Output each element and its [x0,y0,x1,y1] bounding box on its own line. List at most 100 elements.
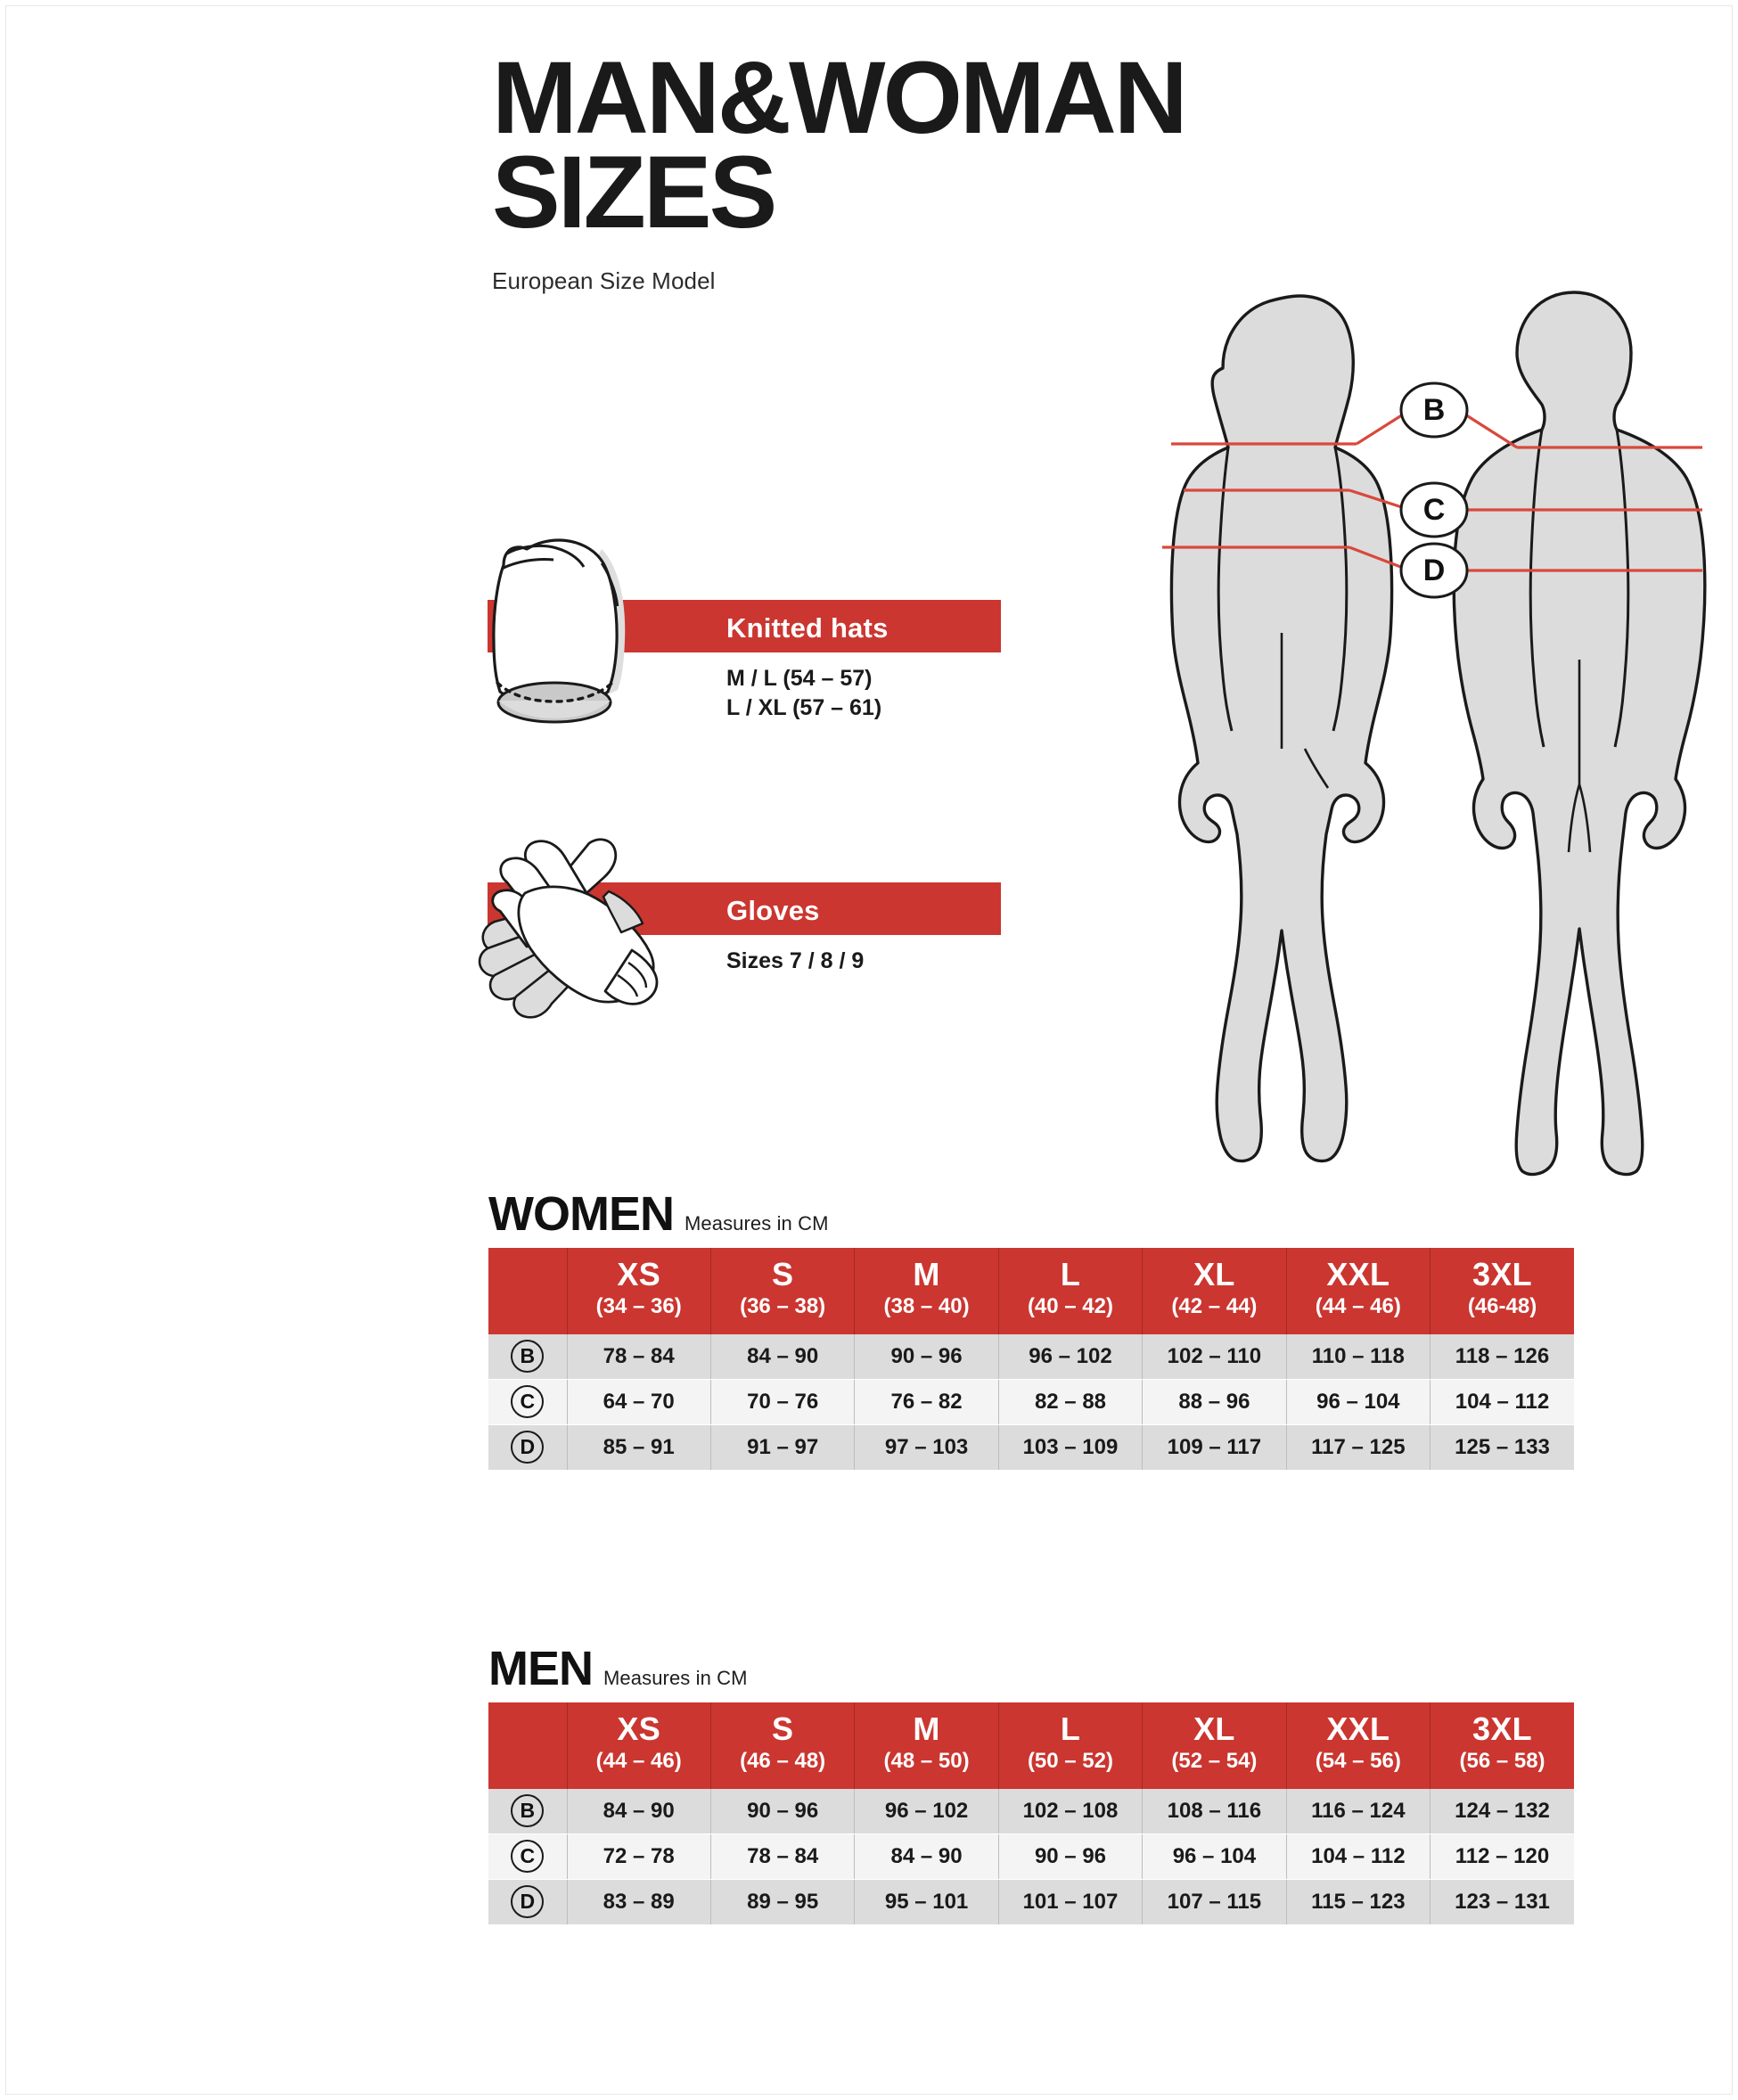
cell: 101 – 107 [998,1879,1144,1925]
table-row: D 85 – 91 91 – 97 97 – 103 103 – 109 109… [488,1424,1574,1471]
cell: 115 – 123 [1286,1879,1431,1925]
product-section-knitted-hats: Knitted hats M / L (54 – 57) L / XL (57 … [488,538,1001,778]
size-range: (34 – 36) [595,1293,682,1318]
cell: 110 – 118 [1286,1333,1431,1380]
size-range: (38 – 40) [883,1293,970,1318]
men-col-s: S (46 – 48) [710,1702,856,1789]
cell: 96 – 104 [1286,1379,1431,1425]
marker-circle-d: D [511,1885,545,1919]
cell: 90 – 96 [998,1833,1144,1880]
size-name: XL [1193,1710,1235,1747]
cell: 123 – 131 [1430,1879,1574,1925]
men-unit-note: Measures in CM [603,1667,748,1689]
knitted-hats-sizes: M / L (54 – 57) L / XL (57 – 61) [726,666,882,720]
cell: 64 – 70 [567,1379,711,1425]
size-name: XS [617,1710,661,1747]
marker-circle-d: D [511,1431,545,1464]
cell: 83 – 89 [567,1879,711,1925]
cell: 125 – 133 [1430,1424,1574,1471]
knitted-hats-label: Knitted hats [726,612,889,644]
size-range: (56 – 58) [1459,1748,1545,1773]
size-name: XS [617,1256,661,1292]
size-range: (48 – 50) [883,1748,970,1773]
marker-circle-c: C [511,1840,545,1874]
cell: 96 – 104 [1142,1833,1287,1880]
cell: 104 – 112 [1430,1379,1574,1425]
women-size-table-section: WOMEN Measures in CM XS (34 – 36) S (36 … [488,1190,1574,1471]
cell: 96 – 102 [998,1333,1144,1380]
cell: 88 – 96 [1142,1379,1287,1425]
men-col-xs: XS (44 – 46) [567,1702,711,1789]
size-name: XL [1193,1256,1235,1292]
women-heading-row: WOMEN Measures in CM [488,1190,1574,1238]
measurement-lines [1162,408,1702,572]
size-range: (42 – 44) [1171,1293,1258,1318]
size-name: XXL [1326,1256,1390,1292]
women-col-m: M (38 – 40) [854,1248,999,1334]
men-col-3xl: 3XL (56 – 58) [1430,1702,1574,1789]
men-col-m: M (48 – 50) [854,1702,999,1789]
cell: 85 – 91 [567,1424,711,1471]
size-range: (44 – 46) [595,1748,682,1773]
svg-text:C: C [1423,493,1446,527]
women-col-xxl: XXL (44 – 46) [1286,1248,1431,1334]
cell: 118 – 126 [1430,1333,1574,1380]
size-range: (44 – 46) [1315,1293,1401,1318]
woman-silhouette [1169,294,1394,1163]
size-name: XXL [1326,1710,1390,1747]
marker-circle-b: B [511,1340,545,1374]
marker-C: C [1399,481,1469,538]
men-col-xxl: XXL (54 – 56) [1286,1702,1431,1789]
size-name: L [1060,1710,1081,1747]
marker-circle-b: B [511,1794,545,1828]
women-col-xs: XS (34 – 36) [567,1248,711,1334]
cell: 70 – 76 [710,1379,856,1425]
table-row: C 64 – 70 70 – 76 76 – 82 82 – 88 88 – 9… [488,1379,1574,1425]
size-name: L [1060,1256,1081,1292]
women-size-table: XS (34 – 36) S (36 – 38) M (38 – 40) L (… [488,1248,1574,1471]
size-range: (36 – 38) [740,1293,826,1318]
women-heading: WOMEN [488,1187,675,1241]
marker-B: B [1399,381,1469,439]
size-range: (52 – 54) [1171,1748,1258,1773]
title-block: MAN&WOMAN SIZES European Size Model [492,41,1455,295]
marker-D: D [1399,542,1469,599]
cell: 107 – 115 [1142,1879,1287,1925]
cell: 90 – 96 [854,1333,999,1380]
men-col-xl: XL (52 – 54) [1142,1702,1287,1789]
cell: 82 – 88 [998,1379,1144,1425]
size-range: (40 – 42) [1027,1293,1113,1318]
size-range: (54 – 56) [1315,1748,1401,1773]
cell: 96 – 102 [854,1788,999,1834]
cell: 72 – 78 [567,1833,711,1880]
women-col-3xl: 3XL (46-48) [1430,1248,1574,1334]
women-col-s: S (36 – 38) [710,1248,856,1334]
cell: 78 – 84 [710,1833,856,1880]
women-col-l: L (40 – 42) [998,1248,1144,1334]
man-silhouette [1452,291,1707,1177]
row-marker-c: C [488,1379,568,1425]
cell: 89 – 95 [710,1879,856,1925]
svg-text:D: D [1423,554,1446,587]
cell: 102 – 108 [998,1788,1144,1834]
women-unit-note: Measures in CM [684,1212,829,1235]
size-name: 3XL [1472,1710,1532,1747]
table-row: D 83 – 89 89 – 95 95 – 101 101 – 107 107… [488,1879,1574,1925]
cell: 84 – 90 [710,1333,856,1380]
cell: 84 – 90 [567,1788,711,1834]
row-marker-d: D [488,1424,568,1471]
cell: 84 – 90 [854,1833,999,1880]
gloves-label: Gloves [726,895,820,926]
table-row: C 72 – 78 78 – 84 84 – 90 90 – 96 96 – 1… [488,1833,1574,1880]
marker-circle-c: C [511,1385,545,1419]
women-col-xl: XL (42 – 44) [1142,1248,1287,1334]
row-marker-b: B [488,1788,568,1834]
cell: 104 – 112 [1286,1833,1431,1880]
cell: 78 – 84 [567,1333,711,1380]
cell: 76 – 82 [854,1379,999,1425]
page-title: MAN&WOMAN SIZES [492,41,1188,250]
cell: 112 – 120 [1430,1833,1574,1880]
table-header-row: XS (44 – 46) S (46 – 48) M (48 – 50) L (… [488,1702,1574,1789]
size-name: 3XL [1472,1256,1532,1292]
size-name: M [913,1256,940,1292]
